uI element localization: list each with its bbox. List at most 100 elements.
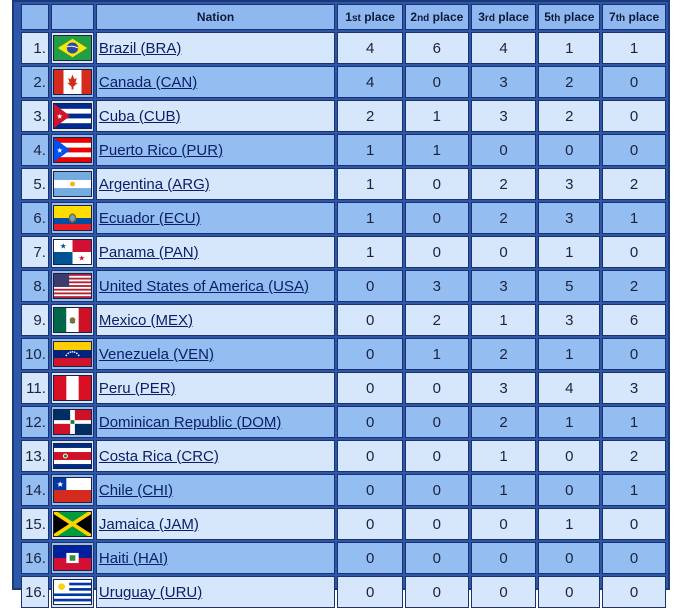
place-1st-cell: 0 (337, 338, 403, 370)
rank-cell: 16. (21, 576, 49, 608)
nation-link[interactable]: Brazil (BRA) (98, 39, 182, 57)
place-3rd-cell: 3 (470, 100, 537, 132)
venezuela-flag-icon (52, 341, 92, 367)
flag-cell (50, 202, 94, 234)
place-3rd-cell: 0 (470, 134, 537, 166)
rank-cell: 14. (21, 474, 49, 506)
rank-cell: 5. (21, 168, 49, 200)
place-1st-cell: 0 (337, 270, 403, 302)
standings-table: Nation 1st place 2nd place 3rd place 5th… (19, 2, 668, 610)
nation-link[interactable]: Dominican Republic (DOM) (98, 413, 282, 431)
place-7th-cell: 0 (602, 542, 666, 574)
place-5th-cell: 0 (538, 542, 601, 574)
place-5th-cell: 3 (538, 202, 601, 234)
table-row: 12. Dominican Republic (DOM) 0 0 2 1 1 (21, 406, 666, 438)
rank-cell: 3. (21, 100, 49, 132)
nation-cell: Haiti (HAI) (95, 542, 336, 574)
table-row: 3. Cuba (CUB) 2 1 3 2 0 (21, 100, 666, 132)
nation-link[interactable]: Venezuela (VEN) (98, 345, 214, 363)
nation-link[interactable]: Mexico (MEX) (98, 311, 194, 329)
place-5th-cell: 3 (538, 168, 601, 200)
nation-link[interactable]: Cuba (CUB) (98, 107, 181, 125)
place-5th-cell: 0 (538, 440, 601, 472)
place-3rd-cell: 3 (470, 372, 537, 404)
ecuador-flag-icon (52, 205, 92, 231)
place-1st-cell: 0 (337, 474, 403, 506)
place-2nd-cell: 0 (404, 576, 469, 608)
nation-cell: Ecuador (ECU) (95, 202, 336, 234)
place-5th-cell: 2 (538, 100, 601, 132)
place-7th-cell: 1 (602, 406, 666, 438)
nation-cell: Chile (CHI) (95, 474, 336, 506)
place-2nd-cell: 0 (404, 236, 469, 268)
rank-cell: 15. (21, 508, 49, 540)
place-7th-cell: 1 (602, 32, 666, 64)
rank-cell: 6. (21, 202, 49, 234)
nation-cell: United States of America (USA) (95, 270, 336, 302)
flag-cell (50, 66, 94, 98)
nation-link[interactable]: Peru (PER) (98, 379, 176, 397)
flag-cell (50, 440, 94, 472)
nation-link[interactable]: Ecuador (ECU) (98, 209, 201, 227)
place-3rd-cell: 2 (470, 406, 537, 438)
place-5th-cell: 2 (538, 66, 601, 98)
place-7th-cell: 1 (602, 202, 666, 234)
nation-cell: Brazil (BRA) (95, 32, 336, 64)
place-1st-cell: 0 (337, 508, 403, 540)
haiti-flag-icon (52, 545, 92, 571)
place-7th-cell: 1 (602, 474, 666, 506)
rank-cell: 12. (21, 406, 49, 438)
nation-cell: Venezuela (VEN) (95, 338, 336, 370)
rank-cell: 8. (21, 270, 49, 302)
table-row: 14. Chile (CHI) 0 0 1 0 1 (21, 474, 666, 506)
place-1st-cell: 1 (337, 168, 403, 200)
place-7th-cell: 0 (602, 576, 666, 608)
place-5th-cell: 1 (538, 32, 601, 64)
table-row: 11. Peru (PER) 0 0 3 4 3 (21, 372, 666, 404)
flag-cell (50, 508, 94, 540)
place-2nd-cell: 0 (404, 202, 469, 234)
costa-rica-flag-icon (52, 443, 92, 469)
place-3rd-cell: 2 (470, 338, 537, 370)
nation-link[interactable]: Chile (CHI) (98, 481, 174, 499)
place-3rd-cell: 3 (470, 66, 537, 98)
header-7th-place: 7th place (602, 4, 666, 30)
nation-link[interactable]: Panama (PAN) (98, 243, 199, 261)
nation-link[interactable]: United States of America (USA) (98, 277, 309, 295)
nation-link[interactable]: Canada (CAN) (98, 73, 198, 91)
nation-link[interactable]: Puerto Rico (PUR) (98, 141, 224, 159)
dominican-republic-flag-icon (52, 409, 92, 435)
place-3rd-cell: 0 (470, 576, 537, 608)
nation-link[interactable]: Costa Rica (CRC) (98, 447, 219, 465)
place-2nd-cell: 0 (404, 508, 469, 540)
place-1st-cell: 0 (337, 304, 403, 336)
flag-cell (50, 474, 94, 506)
table-row: 10. Venezuela (VEN) 0 1 2 1 0 (21, 338, 666, 370)
place-3rd-cell: 1 (470, 474, 537, 506)
header-2nd-place: 2nd place (404, 4, 469, 30)
nation-cell: Dominican Republic (DOM) (95, 406, 336, 438)
nation-link[interactable]: Haiti (HAI) (98, 549, 169, 567)
nation-link[interactable]: Uruguay (URU) (98, 583, 203, 601)
table-row: 8. United States of America (USA) 0 3 3 5 2 (21, 270, 666, 302)
jamaica-flag-icon (52, 511, 92, 537)
nation-link[interactable]: Argentina (ARG) (98, 175, 210, 193)
header-5th-place: 5th place (538, 4, 601, 30)
nation-link[interactable]: Jamaica (JAM) (98, 515, 199, 533)
place-7th-cell: 2 (602, 440, 666, 472)
header-flag (50, 4, 94, 30)
flag-cell (50, 372, 94, 404)
place-2nd-cell: 0 (404, 168, 469, 200)
place-7th-cell: 0 (602, 508, 666, 540)
rank-cell: 9. (21, 304, 49, 336)
place-3rd-cell: 4 (470, 32, 537, 64)
table-row: 15. Jamaica (JAM) 0 0 0 1 0 (21, 508, 666, 540)
place-2nd-cell: 3 (404, 270, 469, 302)
place-7th-cell: 0 (602, 236, 666, 268)
place-5th-cell: 1 (538, 236, 601, 268)
nation-cell: Peru (PER) (95, 372, 336, 404)
table-row: 1. Brazil (BRA) 4 6 4 1 1 (21, 32, 666, 64)
nation-cell: Canada (CAN) (95, 66, 336, 98)
place-1st-cell: 0 (337, 406, 403, 438)
flag-cell (50, 270, 94, 302)
